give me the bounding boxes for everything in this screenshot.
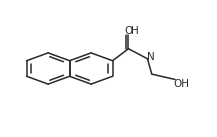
Text: OH: OH xyxy=(173,79,189,89)
Text: H: H xyxy=(131,26,139,36)
Text: N: N xyxy=(147,52,155,62)
Text: O: O xyxy=(125,26,133,36)
